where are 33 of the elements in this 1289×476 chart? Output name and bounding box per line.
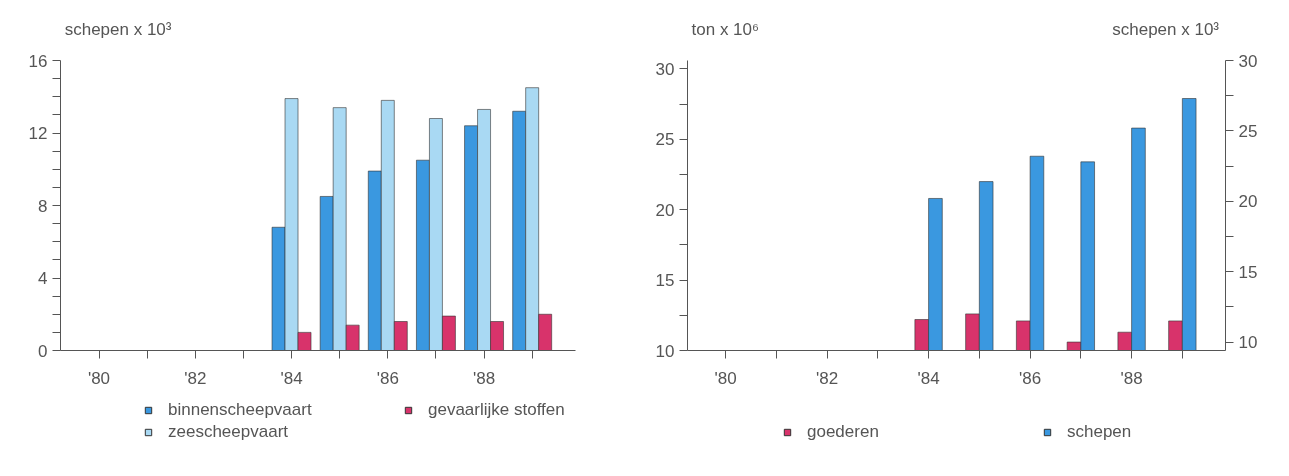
legend-label: binnenscheepvaart bbox=[168, 400, 313, 420]
y2-axis-title: schepen x 10³ bbox=[1112, 19, 1220, 39]
x-tick-label: '80 bbox=[87, 368, 111, 388]
y2-tick-label: 20 bbox=[1238, 192, 1258, 212]
legend-label: goederen bbox=[807, 422, 880, 442]
y-tick-label: 16 bbox=[28, 51, 48, 71]
legend-label: gevaarlijke stoffen bbox=[428, 400, 566, 420]
y-tick-label: 4 bbox=[38, 269, 48, 288]
x-tick-label: '82 bbox=[816, 368, 839, 388]
legend-label: zeescheepvaart bbox=[168, 422, 290, 442]
x-tick-label: '80 bbox=[714, 368, 737, 388]
x-tick-label: '84 bbox=[280, 368, 303, 388]
y-axis-title: schepen x 10³ bbox=[64, 19, 172, 39]
x-tick-label: '88 bbox=[1120, 368, 1143, 388]
x-tick-label: '86 bbox=[376, 368, 399, 388]
x-tick-label: '86 bbox=[1019, 368, 1042, 388]
x-tick-label: '88 bbox=[472, 368, 496, 388]
y2-tick-label: 10 bbox=[1238, 333, 1258, 353]
y-tick-label: 20 bbox=[655, 200, 675, 220]
y-tick-label: 25 bbox=[655, 130, 675, 150]
x-tick-label: '82 bbox=[184, 368, 207, 388]
y-tick-label: 10 bbox=[655, 341, 675, 361]
y-tick-label: 8 bbox=[38, 196, 48, 216]
y-axis-title: ton x 10⁶ bbox=[691, 19, 760, 39]
x-tick-label: '84 bbox=[917, 368, 940, 388]
y-tick-label: 12 bbox=[28, 124, 48, 143]
legend-label: schepen bbox=[1067, 422, 1133, 442]
y-tick-label: 0 bbox=[38, 341, 48, 361]
y2-tick-label: 25 bbox=[1238, 121, 1258, 141]
y-tick-label: 30 bbox=[655, 59, 675, 79]
y-tick-label: 15 bbox=[655, 271, 675, 291]
y2-tick-label: 30 bbox=[1238, 51, 1258, 71]
y2-tick-label: 15 bbox=[1238, 262, 1258, 282]
